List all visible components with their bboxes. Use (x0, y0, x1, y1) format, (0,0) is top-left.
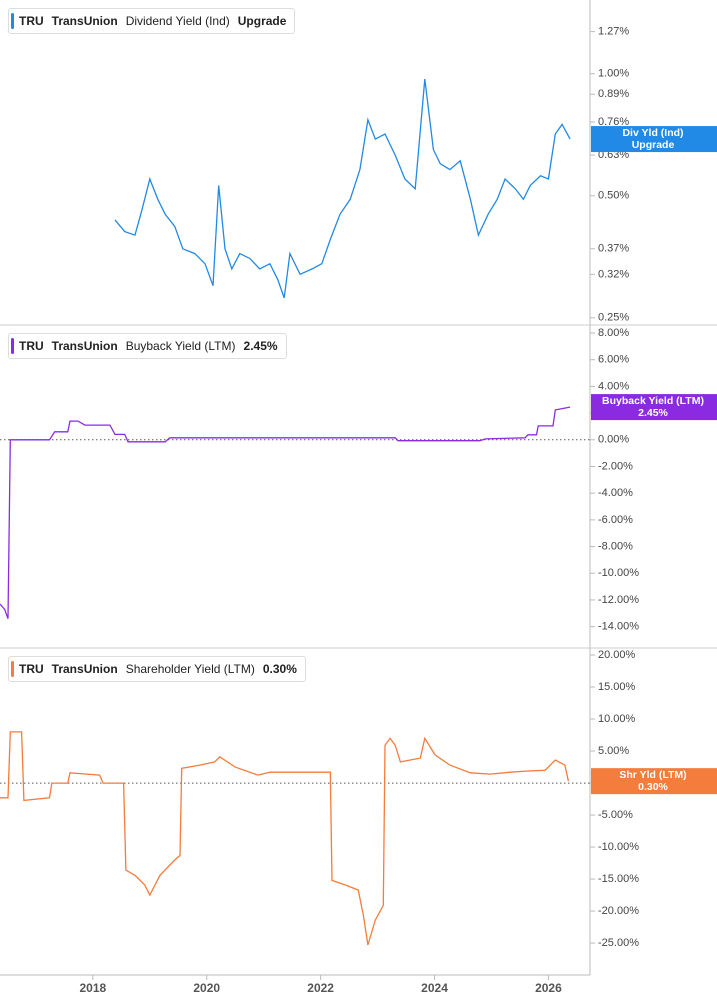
legend-company: TransUnion (51, 14, 118, 28)
y-tick-label: 0.76% (598, 116, 629, 128)
y-tick-label: -10.00% (598, 567, 639, 579)
y-tick-label: 8.00% (598, 327, 629, 339)
legend-company: TransUnion (51, 339, 118, 353)
y-tick-label: 0.89% (598, 88, 629, 100)
x-tick-label: 2022 (307, 981, 334, 995)
series-line (114, 79, 571, 299)
y-tick-label: 1.00% (598, 68, 629, 80)
legend-series-name: Buyback Yield (LTM) (125, 339, 236, 353)
y-tick-label: 0.37% (598, 243, 629, 255)
x-tick-label: 2018 (79, 981, 106, 995)
y-tick-label: 1.27% (598, 26, 629, 38)
legend-value: 0.30% (262, 662, 297, 676)
y-tick-label: 0.00% (598, 434, 629, 446)
series-line (0, 731, 570, 946)
y-tick-label: -14.00% (598, 621, 639, 633)
y-tick-label: -8.00% (598, 540, 633, 552)
y-tick-label: 0.25% (598, 312, 629, 324)
badge-value: 0.30% (638, 781, 668, 793)
last-value-badge (591, 768, 717, 795)
y-tick-label: -10.00% (598, 841, 639, 853)
y-tick-label: -12.00% (598, 594, 639, 606)
legend-ticker: TRU (19, 662, 44, 676)
legend-series-name: Dividend Yield (Ind) (125, 14, 230, 28)
legend-series-name: Shareholder Yield (LTM) (125, 662, 255, 676)
x-tick-label: 2024 (421, 981, 448, 995)
y-tick-label: -5.00% (598, 809, 633, 821)
y-tick-label: -15.00% (598, 873, 639, 885)
last-value-badge (591, 126, 717, 153)
legend-ticker: TRU (19, 14, 44, 28)
y-tick-label: 20.00% (598, 649, 636, 661)
y-tick-label: 15.00% (598, 681, 636, 693)
legend: TRU TransUnion Shareholder Yield (LTM) 0.30… (8, 656, 306, 682)
y-tick-label: -2.00% (598, 460, 633, 472)
y-tick-label: 4.00% (598, 380, 629, 392)
y-tick-label: -25.00% (598, 937, 639, 949)
legend-swatch (11, 13, 14, 29)
legend-ticker: TRU (19, 339, 44, 353)
last-value-badge (591, 394, 717, 421)
x-tick-label: 2026 (535, 981, 562, 995)
y-tick-label: 10.00% (598, 713, 636, 725)
badge-value: Upgrade (632, 139, 675, 151)
legend: TRU TransUnion Buyback Yield (LTM) 2.45% (8, 333, 287, 359)
badge-label: Shr Yld (LTM) (619, 769, 686, 781)
legend-value: Upgrade (237, 14, 287, 28)
y-tick-label: -6.00% (598, 514, 633, 526)
badge-label: Div Yld (Ind) (622, 127, 683, 139)
y-tick-label: -20.00% (598, 905, 639, 917)
legend: TRU TransUnion Dividend Yield (Ind) Upgrade (8, 8, 296, 34)
y-tick-label: 6.00% (598, 354, 629, 366)
legend-value: 2.45% (243, 339, 278, 353)
badge-label: Buyback Yield (LTM) (602, 395, 704, 407)
series-line (0, 406, 571, 619)
y-tick-label: 5.00% (598, 745, 629, 757)
y-tick-label: 0.50% (598, 190, 629, 202)
legend-swatch (11, 661, 14, 677)
y-tick-label: -4.00% (598, 487, 633, 499)
badge-value: 2.45% (638, 407, 668, 419)
x-tick-label: 2020 (193, 981, 220, 995)
legend-swatch (11, 338, 14, 354)
legend-company: TransUnion (51, 662, 118, 676)
y-tick-label: 0.32% (598, 268, 629, 280)
